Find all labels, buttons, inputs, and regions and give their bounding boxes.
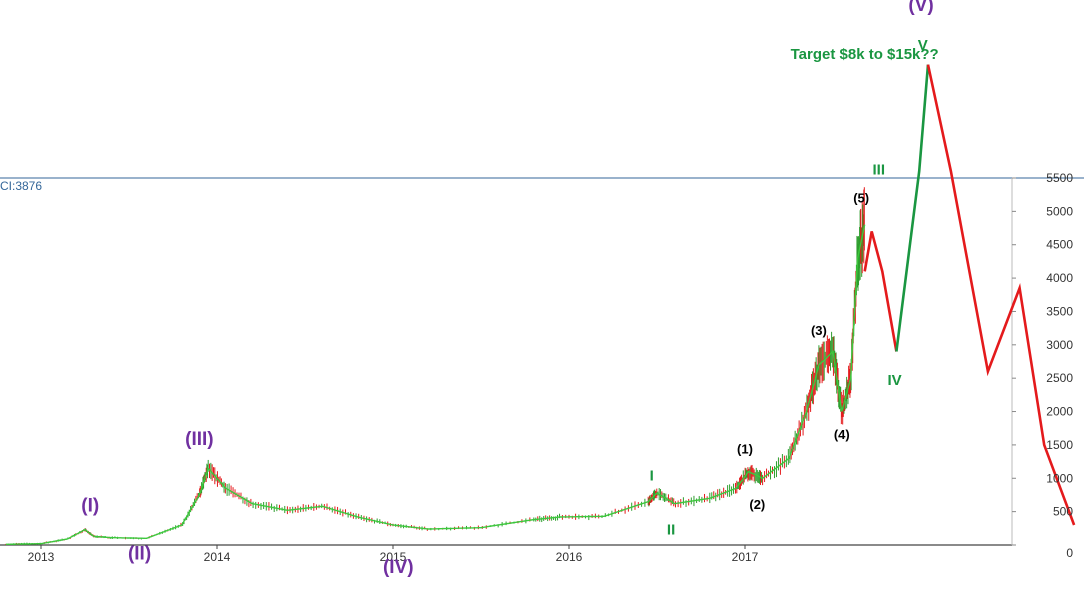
y-tick-label: 1000 xyxy=(1046,471,1073,485)
y-tick-label: 5000 xyxy=(1046,204,1073,218)
y-tick-label: 2000 xyxy=(1046,405,1073,419)
wave-label: (4) xyxy=(834,427,850,442)
wave-label: II xyxy=(667,521,675,538)
y-tick-label: 4500 xyxy=(1046,238,1073,252)
price-line xyxy=(5,224,866,545)
y-tick-label: 0 xyxy=(1066,546,1073,560)
wave-label: (2) xyxy=(749,497,765,512)
axis-ticks: 2013 2014 2015 2016 2017 0 500 1000 1500 2000 2500… xyxy=(28,171,1074,564)
y-tick-label: 1500 xyxy=(1046,438,1073,452)
wave-label: (3) xyxy=(811,323,827,338)
x-tick-label: 2013 xyxy=(28,550,55,564)
wave-projection xyxy=(863,64,1076,526)
wave-label: (II) xyxy=(128,544,151,565)
wave-label: Target $8k to $15k?? xyxy=(791,46,939,63)
wave-label: (5) xyxy=(853,191,869,206)
wave-label: (V) xyxy=(908,0,933,16)
y-tick-label: 5500 xyxy=(1046,171,1073,185)
x-tick-label: 2015 xyxy=(380,550,407,564)
price-series xyxy=(5,187,866,545)
wave-label: IV xyxy=(888,372,902,389)
wave-label: III xyxy=(873,162,886,179)
x-tick-label: 2017 xyxy=(732,550,759,564)
projection-segment xyxy=(863,231,898,352)
y-tick-label: 3500 xyxy=(1046,304,1073,318)
x-tick-label: 2016 xyxy=(556,550,583,564)
y-tick-label: 3000 xyxy=(1046,338,1073,352)
wave-label: (III) xyxy=(185,429,214,450)
y-tick-label: 2500 xyxy=(1046,371,1073,385)
projection-segment xyxy=(895,64,930,352)
wave-label: I xyxy=(650,467,654,484)
wave-label: (IV) xyxy=(383,557,414,578)
wave-annotations: (I)(II)(III)(IV)(V)IIIIIIIVV(1)(2)(3)(4)… xyxy=(81,0,938,578)
indicator-label: CI:3876 xyxy=(0,179,42,193)
wave-label: (I) xyxy=(81,496,99,517)
y-tick-label: 500 xyxy=(1053,505,1073,519)
chart-frame xyxy=(0,177,1084,546)
y-tick-label: 4000 xyxy=(1046,271,1073,285)
x-tick-label: 2014 xyxy=(204,550,231,564)
wave-label: V xyxy=(918,37,928,54)
wave-label: (1) xyxy=(737,442,753,457)
projection-segment xyxy=(926,64,1076,526)
